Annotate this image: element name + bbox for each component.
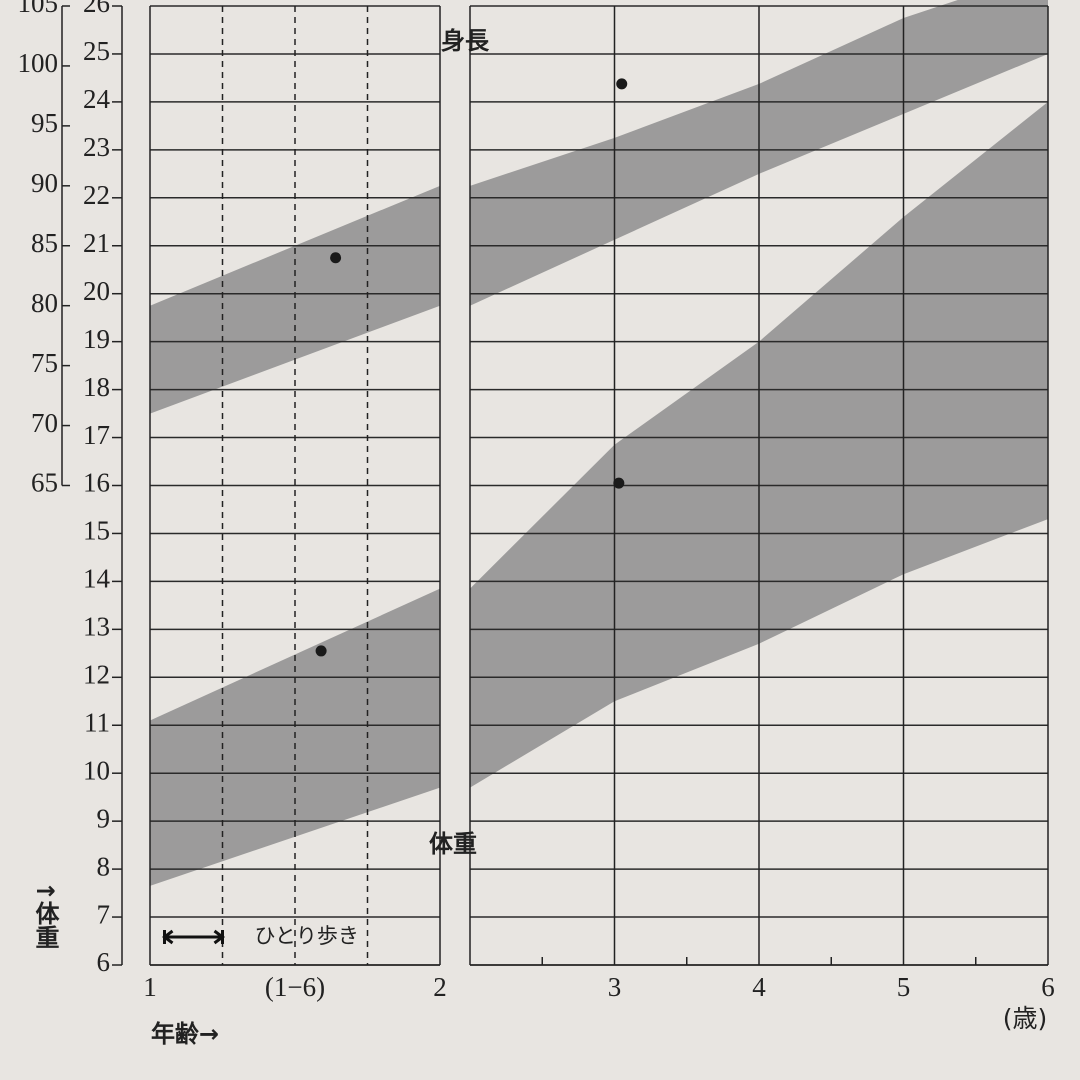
y-tick-label: 13 — [83, 612, 110, 642]
annotation: ひとり歩き — [255, 924, 359, 948]
y-tick-label: 7 — [97, 899, 111, 929]
x-tick-label: 6 — [1041, 972, 1055, 1002]
data-point — [616, 78, 628, 90]
x-tick-label: 5 — [897, 972, 911, 1002]
x-tick-label: 3 — [608, 972, 622, 1002]
y2-tick-label: 95 — [31, 108, 58, 138]
y-tick-label: 22 — [83, 180, 110, 210]
x-axis-label: 年齢→ — [151, 1020, 219, 1048]
y-tick-label: 18 — [83, 372, 110, 402]
y-tick-label: 17 — [83, 420, 110, 450]
y-tick-label: 6 — [97, 947, 111, 977]
y2-tick-label: 65 — [31, 468, 58, 498]
data-point — [315, 645, 327, 657]
y2-tick-label: 70 — [31, 408, 58, 438]
y-tick-label: 24 — [83, 84, 111, 114]
x-tick-label: 4 — [752, 972, 766, 1002]
series-label: 身長 — [441, 27, 490, 55]
y-tick-label: 8 — [97, 851, 111, 881]
y-tick-label: 9 — [97, 803, 111, 833]
y2-tick-label: 90 — [31, 168, 58, 198]
y-tick-label: 26 — [83, 0, 110, 18]
y2-tick-label: 80 — [31, 288, 58, 318]
y-tick-label: 25 — [83, 36, 110, 66]
y-tick-label: 10 — [83, 755, 110, 785]
y2-tick-label: 100 — [18, 48, 59, 78]
y-tick-label: 14 — [83, 564, 111, 594]
x-tick-label: 2 — [433, 972, 447, 1002]
data-point — [613, 477, 625, 489]
series-label: 体重 — [429, 830, 477, 858]
x-axis-unit: (歳) — [1003, 1004, 1048, 1033]
range-arrow — [162, 929, 225, 945]
y2-tick-label: 105 — [18, 0, 59, 18]
y-tick-label: 23 — [83, 132, 110, 162]
y-tick-label: 20 — [83, 276, 110, 306]
y-tick-label: 12 — [83, 660, 110, 690]
x-tick-label: 1 — [143, 972, 157, 1002]
y2-tick-label: 75 — [31, 348, 58, 378]
y2-tick-label: 85 — [31, 228, 58, 258]
y-tick-label: 11 — [84, 707, 110, 737]
y-tick-label: 15 — [83, 516, 110, 546]
y-tick-label: 21 — [83, 228, 110, 258]
x-tick-label: (1−6) — [265, 972, 325, 1002]
data-point — [330, 252, 342, 264]
y-tick-label: 19 — [83, 324, 110, 354]
y-axis-label: ↑体重 — [31, 881, 59, 949]
y-tick-label: 16 — [83, 468, 110, 498]
